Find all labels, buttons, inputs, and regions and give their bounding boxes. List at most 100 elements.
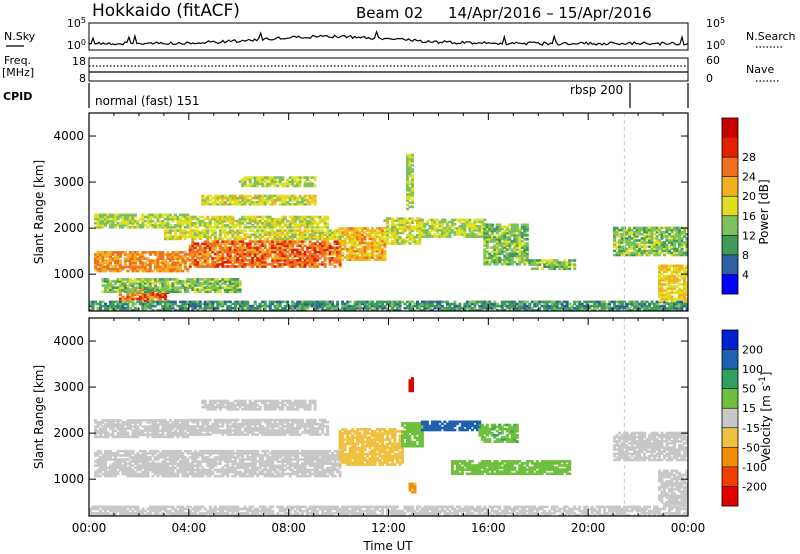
heatmap-cell: [348, 254, 352, 257]
heatmap-cell: [343, 306, 347, 310]
heatmap-cell: [430, 302, 434, 306]
heatmap-cell: [153, 253, 157, 256]
heatmap-cell: [398, 300, 402, 304]
heatmap-cell: [186, 286, 190, 289]
heatmap-cell: [673, 266, 676, 270]
heatmap-cell: [435, 302, 439, 306]
heatmap-cell: [665, 302, 669, 306]
heatmap-cell: [104, 306, 107, 310]
heatmap-cell: [321, 237, 325, 241]
heatmap-cell: [348, 233, 352, 236]
heatmap-cell: [660, 237, 664, 240]
heatmap-cell: [316, 256, 320, 260]
heatmap-cell: [298, 178, 302, 181]
heatmap-cell: [178, 267, 182, 271]
heatmap-cell: [276, 196, 280, 200]
heatmap-cell: [473, 233, 477, 236]
heatmap-cell: [508, 231, 512, 235]
heatmap-cell: [178, 280, 182, 283]
heatmap-cell: [91, 304, 95, 308]
heatmap-cell: [218, 259, 222, 262]
heatmap-cell: [178, 300, 182, 304]
heatmap-cell: [201, 278, 205, 281]
heatmap-cell: [608, 302, 612, 306]
heatmap-cell: [183, 280, 187, 283]
heatmap-cell: [101, 267, 105, 271]
heatmap-cell: [650, 233, 654, 236]
heatmap-cell: [116, 304, 120, 308]
heatmap-cell: [326, 246, 330, 250]
heatmap-cell: [443, 306, 447, 310]
heatmap-cell: [236, 265, 240, 268]
heatmap-cell: [183, 217, 187, 221]
heatmap-cell: [485, 246, 489, 249]
heatmap-cell: [121, 213, 125, 217]
heatmap-cell: [658, 306, 662, 310]
heatmap-cell: [308, 265, 312, 268]
heatmap-cell: [493, 254, 497, 258]
heatmap-cell: [316, 231, 320, 234]
heatmap-cell: [508, 308, 512, 312]
heatmap-cell: [104, 224, 107, 227]
heatmap-cell: [148, 215, 152, 219]
heatmap-cell: [386, 233, 389, 237]
heatmap-cell: [391, 240, 394, 243]
heatmap-cell: [196, 248, 200, 252]
heatmap-cell: [301, 235, 305, 239]
heatmap-cell: [408, 231, 412, 235]
heatmap-cell: [173, 257, 177, 260]
heatmap-cell: [643, 308, 647, 312]
heatmap-cell: [408, 221, 412, 224]
heatmap-cell: [218, 280, 222, 283]
heatmap-cell: [368, 237, 372, 241]
heatmap-cell: [141, 251, 145, 254]
heatmap-cell: [615, 304, 619, 308]
heatmap-cell: [525, 242, 529, 245]
heatmap-cell: [263, 254, 267, 258]
heatmap-cell: [276, 224, 280, 227]
heatmap-cell: [475, 220, 479, 224]
heatmap-cell: [311, 229, 315, 232]
heatmap-cell: [104, 265, 107, 269]
heatmap-cell: [593, 304, 597, 308]
heatmap-cell: [485, 244, 489, 247]
heatmap-cell: [438, 306, 442, 310]
heatmap-cell: [683, 297, 686, 301]
heatmap-cell: [408, 304, 412, 308]
heatmap-cell: [278, 194, 282, 198]
heatmap-cell: [420, 233, 424, 236]
heatmap-cell: [286, 300, 290, 304]
heatmap-cell: [311, 256, 315, 260]
heatmap-cell: [118, 297, 122, 301]
heatmap-cell: [181, 261, 185, 265]
heatmap-cell: [460, 222, 464, 226]
heatmap-cell: [213, 246, 217, 250]
heatmap-cell: [635, 235, 639, 238]
heatmap-cell: [308, 176, 312, 179]
heatmap-cell: [298, 261, 302, 264]
heatmap-cell: [313, 237, 317, 241]
heatmap-cell: [401, 240, 404, 243]
heatmap-cell: [158, 290, 162, 294]
heatmap-cell: [378, 302, 382, 306]
heatmap-cell: [293, 226, 297, 229]
heatmap-cell: [133, 302, 137, 306]
heatmap-cell: [675, 279, 679, 282]
heatmap-cell: [326, 308, 330, 312]
heatmap-cell: [323, 244, 327, 248]
heatmap-cell: [363, 235, 367, 239]
heatmap-cell: [613, 230, 617, 234]
heatmap-cell: [206, 290, 210, 294]
heatmap-cell: [346, 231, 350, 234]
heatmap-cell: [241, 248, 245, 252]
heatmap-cell: [453, 231, 457, 234]
heatmap-cell: [523, 258, 527, 262]
heatmap-cell: [371, 237, 374, 241]
heatmap-cell: [223, 231, 227, 234]
heatmap-cell: [555, 265, 559, 268]
heatmap-cell: [286, 184, 290, 188]
heatmap-cell: [510, 306, 514, 310]
heatmap-cell: [490, 308, 494, 312]
heatmap-cell: [143, 308, 147, 312]
heatmap-cell: [163, 290, 167, 294]
